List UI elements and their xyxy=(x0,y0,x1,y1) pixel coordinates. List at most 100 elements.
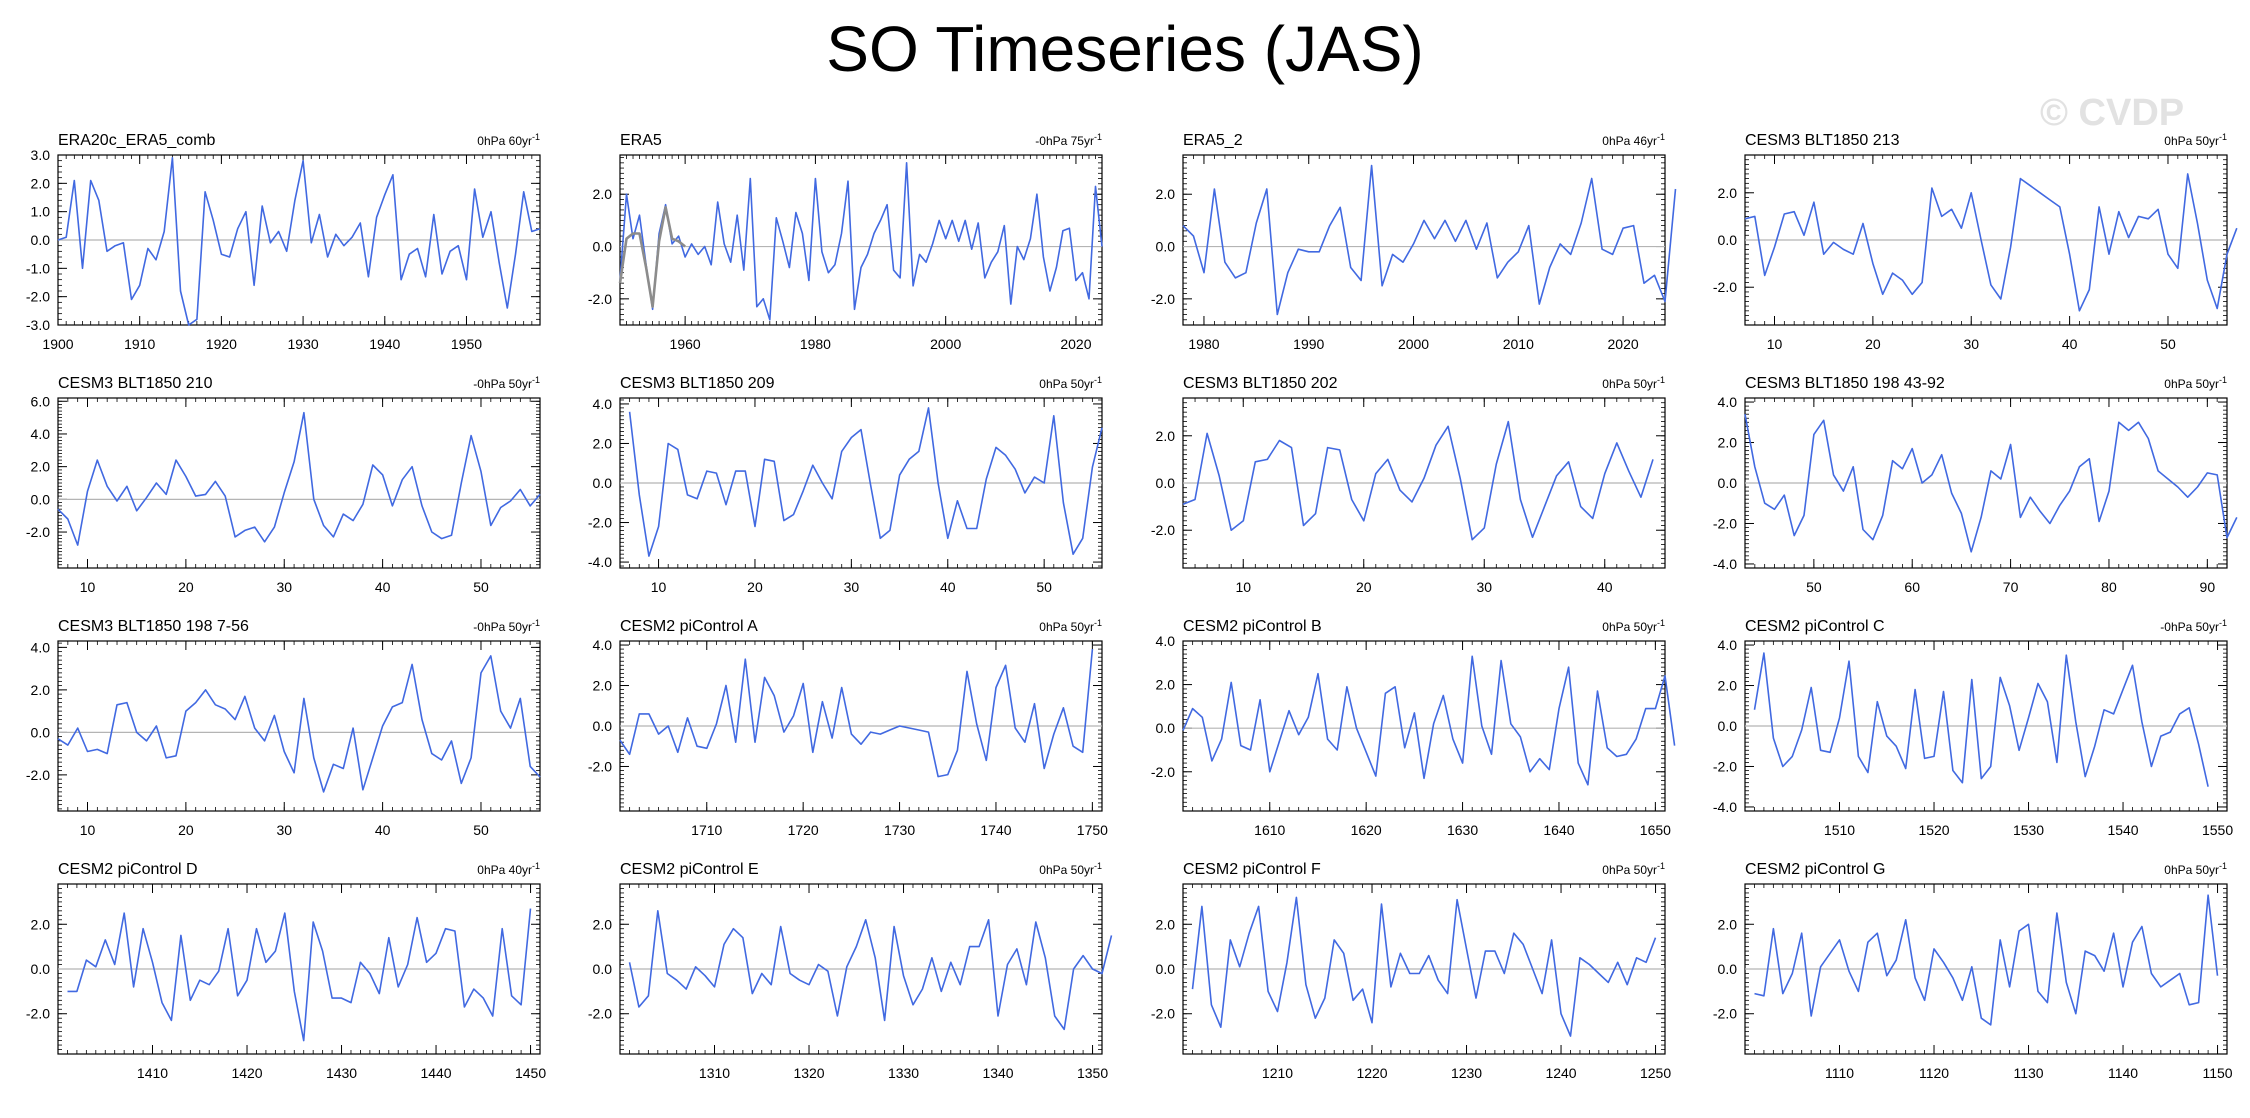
x-tick-label: 1450 xyxy=(515,1065,546,1081)
timeseries-line xyxy=(619,649,1094,778)
panel-stats: 0hPa 60yr-1 xyxy=(477,132,540,148)
y-tick-label: -4.0 xyxy=(1713,799,1737,815)
x-tick-label: 1610 xyxy=(1254,822,1285,838)
x-tick-label: 1900 xyxy=(42,336,73,352)
timeseries-panel: 1710 1720 1730 1740 1750 4.0 2.0 0.0 -2.0 CESM2 p… xyxy=(588,618,1108,838)
y-tick-label: 2.0 xyxy=(593,678,613,694)
timeseries-panel: 10 20 30 40 2.0 0.0 -2.0 CESM3 BLT1850 202 0hPa … xyxy=(1151,375,1666,595)
timeseries-line xyxy=(628,407,1103,557)
x-tick-label: 1720 xyxy=(788,822,819,838)
x-tick-label: 1640 xyxy=(1543,822,1574,838)
timeseries-panel: 1410 1420 1430 1440 1450 2.0 0.0 -2.0 CESM2 piCo… xyxy=(26,861,546,1081)
timeseries-line xyxy=(57,157,541,326)
y-tick-label: -2.0 xyxy=(588,515,612,531)
y-tick-label: 2.0 xyxy=(593,435,613,451)
x-tick-label: 50 xyxy=(473,579,489,595)
timeseries-line xyxy=(1753,652,2209,787)
y-tick-label: 2.0 xyxy=(1156,677,1176,693)
x-tick-label: 50 xyxy=(1036,579,1052,595)
x-tick-label: 40 xyxy=(1597,579,1613,595)
panel-stats-exponent: -1 xyxy=(1657,375,1665,385)
x-tick-label: 30 xyxy=(276,822,292,838)
panel-stats: 0hPa 50yr-1 xyxy=(1602,375,1665,391)
y-tick-label: 0.0 xyxy=(593,239,613,255)
y-tick-label: 4.0 xyxy=(1156,633,1176,649)
x-tick-label: 1990 xyxy=(1293,336,1324,352)
y-tick-label: 0.0 xyxy=(1156,239,1176,255)
y-tick-label: 2.0 xyxy=(31,916,51,932)
x-tick-label: 60 xyxy=(1904,579,1920,595)
y-tick-label: 0.0 xyxy=(593,961,613,977)
x-tick-label: 1140 xyxy=(2108,1065,2138,1081)
x-tick-label: 1340 xyxy=(982,1065,1013,1081)
y-tick-label: 4.0 xyxy=(593,396,613,412)
x-tick-label: 1980 xyxy=(1188,336,1219,352)
panel-title: CESM2 piControl E xyxy=(620,861,759,878)
panel-title: CESM2 piControl A xyxy=(620,618,758,635)
y-tick-label: 4.0 xyxy=(593,637,613,653)
x-tick-label: 80 xyxy=(2101,579,2117,595)
x-tick-label: 2000 xyxy=(1398,336,1429,352)
panel-stats-exponent: -1 xyxy=(532,132,540,142)
timeseries-line xyxy=(1744,173,2238,312)
panel-title: CESM3 BLT1850 202 xyxy=(1183,375,1338,392)
timeseries-panel: 50 60 70 80 90 4.0 2.0 0.0 -2.0 -4.0 CESM3 BLT1850… xyxy=(1713,375,2238,595)
panel-stats-exponent: -1 xyxy=(1094,132,1102,142)
y-tick-label: 2.0 xyxy=(31,175,51,191)
x-tick-label: 10 xyxy=(80,822,96,838)
timeseries-line xyxy=(1182,655,1676,786)
y-tick-label: 2.0 xyxy=(593,186,613,202)
timeseries-line xyxy=(67,908,532,1042)
x-tick-label: 70 xyxy=(2003,579,2019,595)
y-tick-label: -2.0 xyxy=(588,1006,612,1022)
timeseries-panel: 1210 1220 1230 1240 1250 2.0 0.0 -2.0 CESM2 piCo… xyxy=(1151,861,1671,1081)
panel-stats: 0hPa 46yr-1 xyxy=(1602,132,1665,148)
x-tick-label: 1960 xyxy=(670,336,701,352)
x-tick-label: 1910 xyxy=(124,336,155,352)
timeseries-panel: 1110 1120 1130 1140 1150 2.0 0.0 -2.0 CESM2 piCo… xyxy=(1713,861,2233,1081)
y-tick-label: -2.0 xyxy=(1151,764,1175,780)
x-tick-label: 10 xyxy=(80,579,96,595)
x-tick-label: 2020 xyxy=(1608,336,1639,352)
x-tick-label: 2000 xyxy=(930,336,961,352)
panel-stats: 0hPa 50yr-1 xyxy=(2164,375,2227,391)
x-tick-label: 20 xyxy=(178,579,194,595)
x-tick-label: 10 xyxy=(1235,579,1251,595)
x-tick-label: 1940 xyxy=(369,336,400,352)
x-tick-label: 50 xyxy=(473,822,489,838)
y-tick-label: 2.0 xyxy=(593,916,613,932)
y-tick-label: -4.0 xyxy=(1713,556,1737,572)
panel-stats: 0hPa 50yr-1 xyxy=(1039,375,1102,391)
y-tick-label: 0.0 xyxy=(1718,961,1738,977)
panel-frame xyxy=(57,397,541,569)
panel-stats: 0hPa 50yr-1 xyxy=(1039,618,1102,634)
panel-stats-exponent: -1 xyxy=(532,618,540,628)
y-tick-label: -2.0 xyxy=(26,767,50,783)
y-tick-label: 4.0 xyxy=(1718,394,1738,410)
y-tick-label: -3.0 xyxy=(26,317,50,333)
x-tick-label: 10 xyxy=(1767,336,1783,352)
x-tick-label: 1210 xyxy=(1262,1065,1293,1081)
y-tick-label: -2.0 xyxy=(1713,1006,1737,1022)
timeseries-panel: 1980 1990 2000 2010 2020 2.0 0.0 -2.0 ERA5_2 0hPa… xyxy=(1151,132,1677,352)
panel-title: CESM2 piControl B xyxy=(1183,618,1322,635)
y-tick-label: -2.0 xyxy=(1713,515,1737,531)
panel-stats: 0hPa 50yr-1 xyxy=(1602,861,1665,877)
timeseries-line xyxy=(1182,164,1677,316)
x-tick-label: 1230 xyxy=(1451,1065,1482,1081)
x-tick-label: 1110 xyxy=(1825,1065,1854,1081)
x-tick-label: 10 xyxy=(651,579,667,595)
figure-title: SO Timeseries (JAS) xyxy=(826,13,1424,85)
panel-stats: 0hPa 50yr-1 xyxy=(2164,861,2227,877)
x-tick-label: 1620 xyxy=(1351,822,1382,838)
x-tick-label: 1980 xyxy=(800,336,831,352)
panel-stats-exponent: -1 xyxy=(1094,861,1102,871)
x-tick-label: 40 xyxy=(375,822,391,838)
x-tick-label: 50 xyxy=(2160,336,2176,352)
y-tick-label: 0.0 xyxy=(1718,718,1738,734)
panel-title: ERA20c_ERA5_comb xyxy=(58,132,216,149)
x-tick-label: 20 xyxy=(1356,579,1372,595)
x-tick-label: 2010 xyxy=(1503,336,1534,352)
panel-title: CESM3 BLT1850 198 43-92 xyxy=(1745,375,1945,392)
y-tick-label: -2.0 xyxy=(588,291,612,307)
